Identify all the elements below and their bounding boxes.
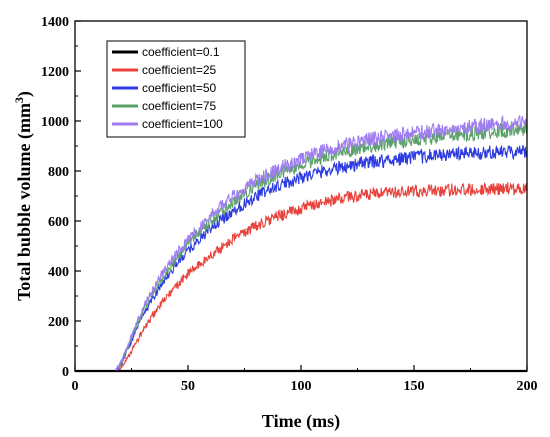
legend: coefficient=0.1 coefficient=25 coefficient…	[106, 40, 246, 138]
series-line	[75, 120, 528, 372]
y-axis-title-superscript: 3	[12, 97, 26, 103]
legend-label: coefficient=0.1	[142, 45, 220, 59]
x-axis: 0 50 100 150 200	[72, 365, 538, 394]
series-line	[75, 145, 528, 373]
x-axis-title: Time (ms)	[262, 411, 340, 432]
x-tick-label: 100	[291, 379, 312, 394]
y-axis-title-main: Total bubble volume (mm	[14, 103, 35, 301]
y-tick-label: 800	[48, 165, 69, 180]
y-tick-label: 600	[48, 215, 69, 230]
legend-label: coefficient=50	[142, 81, 216, 95]
y-axis: 0 200 400 600 800 1000 1200 1400	[41, 15, 81, 380]
y-axis-title-close: )	[14, 91, 35, 97]
x-tick-label: 200	[517, 379, 538, 394]
y-tick-label: 1400	[41, 15, 69, 30]
y-tick-label: 0	[62, 365, 69, 380]
x-tick-label: 0	[72, 379, 79, 394]
series-line	[75, 182, 528, 373]
y-tick-label: 1000	[41, 115, 69, 130]
series-line	[75, 115, 528, 372]
y-tick-label: 400	[48, 265, 69, 280]
x-tick-label: 150	[404, 379, 425, 394]
y-tick-label: 1200	[41, 65, 69, 80]
plot-series-group	[75, 115, 528, 373]
y-tick-label: 200	[48, 315, 69, 330]
legend-label: coefficient=75	[142, 99, 216, 113]
legend-label: coefficient=100	[142, 117, 223, 131]
y-axis-title: Total bubble volume (mm3)	[12, 91, 35, 301]
legend-label: coefficient=25	[142, 63, 216, 77]
x-tick-label: 50	[181, 379, 195, 394]
